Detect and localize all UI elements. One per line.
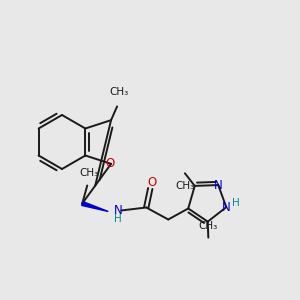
Text: N: N [214,178,223,192]
Text: O: O [105,157,115,170]
Text: CH₃: CH₃ [199,220,218,231]
Text: N: N [222,201,231,214]
Text: H: H [114,214,122,224]
Text: N: N [114,204,123,217]
Text: CH₃: CH₃ [80,169,99,178]
Polygon shape [82,202,108,212]
Text: CH₃: CH₃ [175,181,194,191]
Text: O: O [148,176,157,189]
Text: CH₃: CH₃ [110,87,129,97]
Text: H: H [232,198,240,208]
